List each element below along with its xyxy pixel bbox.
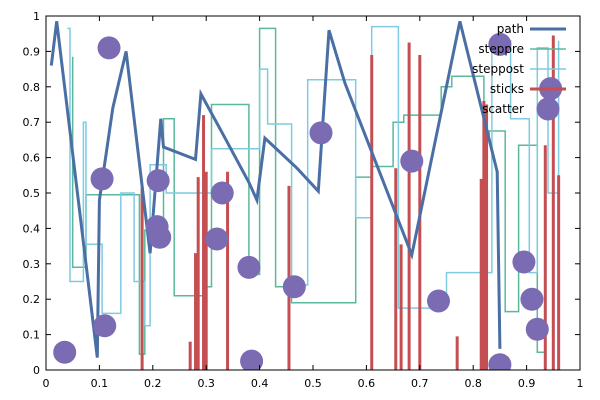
plot-series xyxy=(49,20,563,370)
x-tick-label-0: 0 xyxy=(43,377,50,390)
series-steppost-line xyxy=(67,25,560,327)
x-tick-label-6: 0.6 xyxy=(358,377,376,390)
x-tick-label-2: 0.2 xyxy=(144,377,162,390)
scatter-point-0 xyxy=(53,340,77,364)
series-path-line xyxy=(49,20,502,358)
axis-ticks: 0 0.1 0.2 0.3 0.4 0.5 0.6 0.7 0.8 0.9 1 0 0.1 0.2 0.3 0… xyxy=(23,10,584,390)
scatter-point-17 xyxy=(512,250,536,274)
legend-label-steppost: steppost xyxy=(472,62,524,76)
legend-label-steppre: steppre xyxy=(478,42,524,56)
legend-item-steppre: steppre xyxy=(478,42,566,56)
scatter-point-19 xyxy=(525,317,549,341)
scatter-point-9 xyxy=(237,255,261,279)
y-tick-label-2: 0.2 xyxy=(23,293,41,306)
x-tick-label-1: 0.1 xyxy=(91,377,109,390)
x-tick-label-3: 0.3 xyxy=(197,377,215,390)
x-tick-label-9: 0.9 xyxy=(518,377,536,390)
y-tick-label-10: 1 xyxy=(33,10,40,23)
series-sticks xyxy=(140,35,561,370)
y-tick-label-4: 0.4 xyxy=(23,222,41,235)
y-tick-label-1: 0.1 xyxy=(23,329,41,342)
y-tick-label-9: 0.9 xyxy=(23,45,41,58)
legend-item-sticks: sticks xyxy=(490,82,566,96)
x-tick-label-4: 0.4 xyxy=(251,377,269,390)
scatter-point-15 xyxy=(488,32,512,56)
series-steppost xyxy=(67,25,560,327)
scatter-point-14 xyxy=(426,289,450,313)
x-tick-label-5: 0.5 xyxy=(304,377,322,390)
scatter-point-10 xyxy=(240,349,264,370)
scatter-point-6 xyxy=(148,225,172,249)
scatter-point-2 xyxy=(93,314,117,338)
scatter-point-16 xyxy=(488,353,512,370)
legend-item-steppost: steppost xyxy=(472,62,566,76)
scatter-point-18 xyxy=(520,287,544,311)
scatter-point-3 xyxy=(97,36,121,60)
y-tick-label-0: 0 xyxy=(33,364,40,377)
legend-item-scatter: scatter xyxy=(482,97,560,121)
y-tick-label-3: 0.3 xyxy=(23,258,41,271)
legend-swatch-scatter xyxy=(536,97,560,121)
legend-label-path: path xyxy=(497,22,524,36)
scatter-point-1 xyxy=(90,167,114,191)
y-tick-label-8: 0.8 xyxy=(23,81,41,94)
scatter-point-13 xyxy=(400,149,424,173)
scatter-point-8 xyxy=(210,181,234,205)
y-tick-label-5: 0.5 xyxy=(23,187,41,200)
scatter-point-5 xyxy=(146,169,170,193)
y-tick-label-6: 0.6 xyxy=(23,152,41,165)
x-tick-label-10: 1 xyxy=(577,377,584,390)
y-tick-label-7: 0.7 xyxy=(23,116,41,129)
legend-label-scatter: scatter xyxy=(482,102,524,116)
x-tick-label-8: 0.8 xyxy=(464,377,482,390)
scatter-point-11 xyxy=(282,275,306,299)
legend-item-path: path xyxy=(497,22,566,36)
legend: path steppre steppost sticks scatter xyxy=(472,22,566,121)
series-scatter xyxy=(53,32,563,370)
scatter-point-7 xyxy=(205,227,229,251)
scatter-point-12 xyxy=(309,121,333,145)
x-tick-label-7: 0.7 xyxy=(411,377,429,390)
series-path xyxy=(49,20,502,358)
legend-label-sticks: sticks xyxy=(490,82,524,96)
